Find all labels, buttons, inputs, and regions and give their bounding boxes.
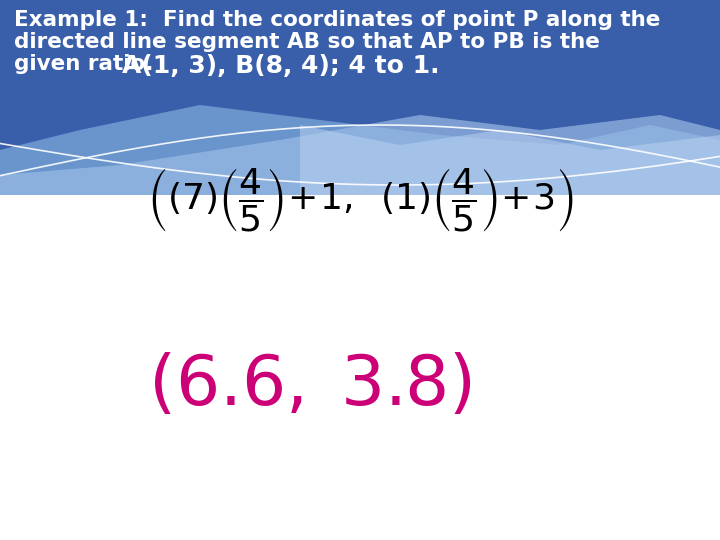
Text: directed line segment AB so that AP to PB is the: directed line segment AB so that AP to P… (14, 32, 600, 52)
Text: $\left(6.6,\;3.8\right)$: $\left(6.6,\;3.8\right)$ (148, 352, 472, 418)
Text: A(1, 3), B(8, 4); 4 to 1.: A(1, 3), B(8, 4); 4 to 1. (122, 54, 439, 78)
Polygon shape (300, 125, 720, 195)
Polygon shape (0, 105, 720, 195)
Text: $\left( (7)\left(\dfrac{4}{5}\right)\!+\!1,\;\; (1)\left(\dfrac{4}{5}\right)\!+\: $\left( (7)\left(\dfrac{4}{5}\right)\!+\… (147, 166, 573, 234)
Polygon shape (0, 115, 720, 195)
Text: Example 1:  Find the coordinates of point P along the: Example 1: Find the coordinates of point… (14, 10, 660, 30)
FancyBboxPatch shape (0, 0, 720, 195)
Text: given ratio.: given ratio. (14, 54, 153, 74)
